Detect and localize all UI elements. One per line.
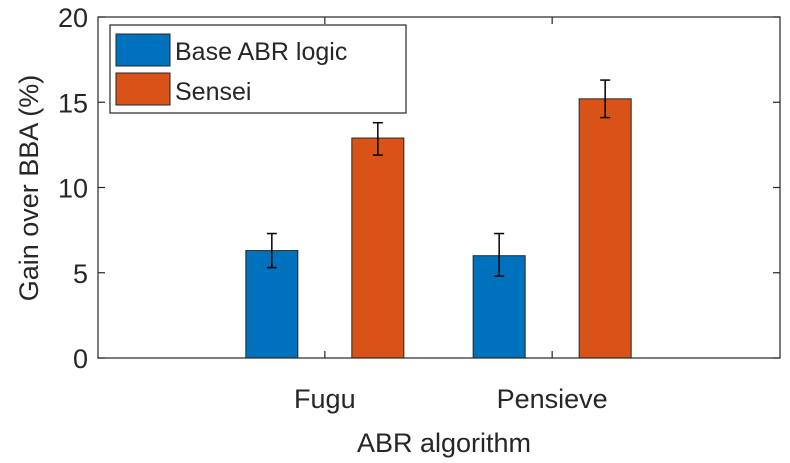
bars bbox=[245, 98, 632, 359]
x-tick-label-pensieve: Pensieve bbox=[497, 384, 608, 414]
legend-swatch-base-abr-logic bbox=[115, 33, 171, 67]
bar-sensei-fugu bbox=[351, 137, 405, 359]
x-tick-label-fugu: Fugu bbox=[294, 384, 356, 414]
x-axis-label: ABR algorithm bbox=[357, 428, 531, 458]
y-tick-label-15: 15 bbox=[58, 88, 88, 118]
legend-label-base-abr-logic: Base ABR logic bbox=[175, 38, 347, 66]
error-bar-base-abr-logic-pensieve bbox=[494, 232, 505, 277]
axes: 0 5 10 15 20 Fugu Pensieve bbox=[58, 3, 781, 414]
error-bar-base-abr-logic-fugu bbox=[266, 232, 277, 269]
error-bar-sensei-fugu bbox=[372, 121, 383, 156]
legend-swatch-sensei bbox=[115, 72, 171, 106]
y-axis-label: Gain over BBA (%) bbox=[14, 75, 44, 302]
error-bars bbox=[266, 79, 611, 277]
legend: Base ABR logic Sensei bbox=[109, 24, 407, 114]
error-bar-sensei-pensieve bbox=[600, 79, 611, 119]
legend-label-sensei: Sensei bbox=[175, 78, 251, 106]
y-tick-label-20: 20 bbox=[58, 3, 88, 33]
y-tick-label-10: 10 bbox=[58, 174, 88, 204]
y-tick-label-0: 0 bbox=[73, 344, 88, 374]
bar-base-abr-logic-fugu bbox=[245, 250, 299, 359]
y-tick-label-5: 5 bbox=[73, 259, 88, 289]
bar-sensei-pensieve bbox=[578, 98, 632, 359]
